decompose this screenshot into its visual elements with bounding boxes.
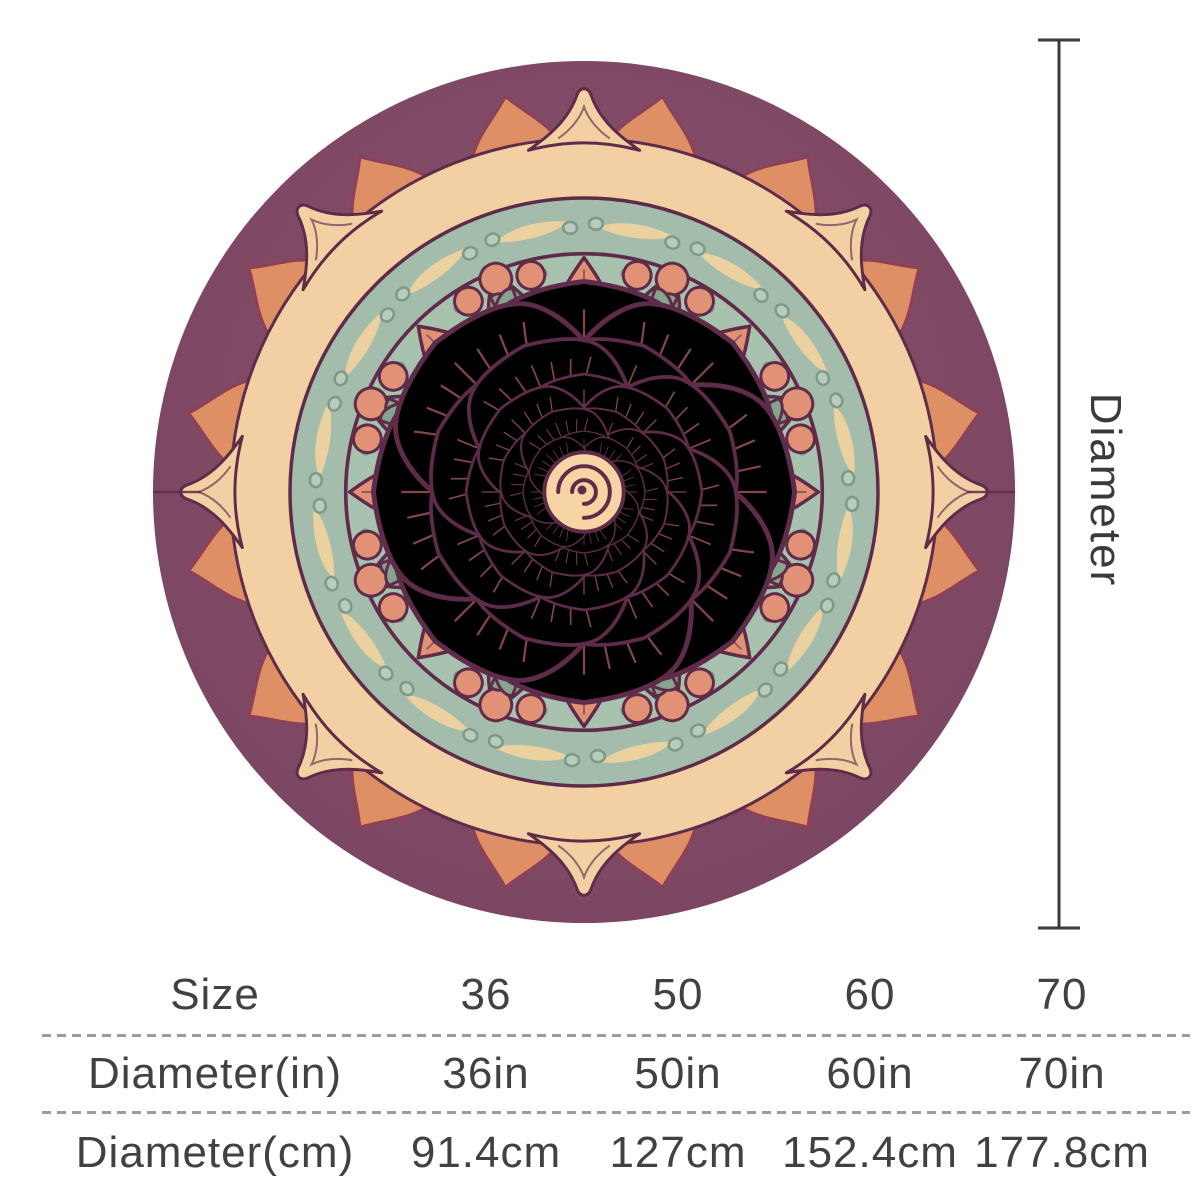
diameter-in-value: 60in — [826, 1049, 914, 1098]
diameter-in-value: 36in — [442, 1049, 530, 1098]
size-table: Size 36 50 60 70 Diameter(in) 36in 50in … — [0, 956, 1190, 1192]
size-value: 60 — [844, 970, 896, 1019]
dashed-separator — [42, 1111, 1190, 1114]
diameter-cm-value: 152.4cm — [782, 1128, 958, 1177]
table-row-diameter-in: Diameter(in) 36in 50in 60in 70in — [0, 1037, 1158, 1111]
table-row-size: Size 36 50 60 70 — [0, 956, 1158, 1034]
row-label-size: Size — [170, 970, 260, 1019]
diameter-in-value: 70in — [1018, 1049, 1106, 1098]
row-label-diameter-cm: Diameter(cm) — [75, 1128, 355, 1177]
diameter-label: Diameter — [1081, 392, 1130, 588]
diameter-cm-value: 91.4cm — [410, 1128, 562, 1177]
table-row-diameter-cm: Diameter(cm) 91.4cm 127cm 152.4cm 177.8c… — [0, 1114, 1158, 1192]
mandala-product-image — [147, 55, 1021, 929]
size-value: 50 — [652, 970, 704, 1019]
diameter-measure-line — [1038, 38, 1080, 930]
row-label-diameter-in: Diameter(in) — [87, 1049, 343, 1098]
diameter-cm-value: 177.8cm — [974, 1128, 1150, 1177]
dashed-separator — [42, 1034, 1190, 1037]
diameter-cm-value: 127cm — [609, 1128, 747, 1177]
diameter-in-value: 50in — [634, 1049, 722, 1098]
size-value: 36 — [460, 970, 512, 1019]
size-value: 70 — [1036, 970, 1088, 1019]
